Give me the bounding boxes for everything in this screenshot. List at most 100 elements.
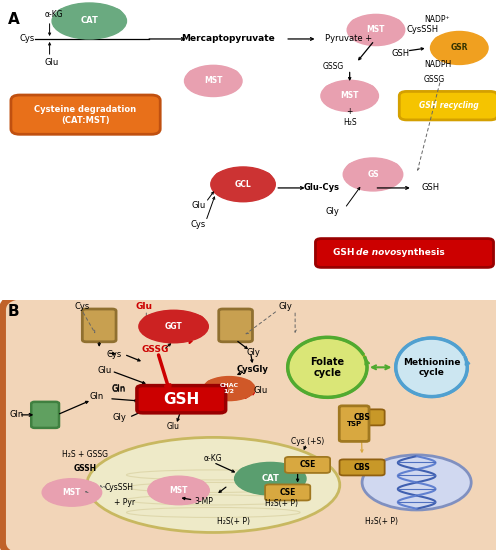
Text: Gln: Gln [112,386,126,394]
Ellipse shape [351,19,369,27]
Ellipse shape [395,338,467,397]
Text: Gln: Gln [10,410,24,419]
Text: +
H₂S: + H₂S [343,107,357,126]
Text: Cys: Cys [20,35,35,43]
FancyBboxPatch shape [31,402,59,428]
Text: CAT: CAT [80,16,98,25]
Text: Methionine
cycle: Methionine cycle [403,358,460,377]
Ellipse shape [42,478,102,506]
Text: Cysteine degradation
(CAT:MST): Cysteine degradation (CAT:MST) [34,105,136,124]
Ellipse shape [431,31,488,64]
Text: Gly: Gly [278,301,292,311]
Text: MST: MST [62,488,81,497]
Ellipse shape [279,467,301,475]
Text: α-KG: α-KG [204,454,223,463]
FancyBboxPatch shape [219,309,252,342]
Ellipse shape [321,80,378,112]
Ellipse shape [182,315,203,323]
Ellipse shape [87,437,340,532]
Ellipse shape [384,34,399,41]
Circle shape [362,455,471,510]
Ellipse shape [98,8,122,18]
Ellipse shape [184,330,202,338]
Ellipse shape [215,172,235,181]
FancyBboxPatch shape [137,386,226,413]
Ellipse shape [235,463,306,495]
Ellipse shape [281,482,300,490]
Text: Cys: Cys [74,301,89,311]
Text: GSSG: GSSG [424,75,445,84]
FancyBboxPatch shape [339,459,385,475]
Ellipse shape [251,172,271,181]
Ellipse shape [237,391,250,397]
Text: H₂S + GSSG: H₂S + GSSG [62,450,108,459]
Ellipse shape [240,467,262,475]
Text: GSH: GSH [422,184,440,192]
Ellipse shape [381,178,397,186]
Text: GGT: GGT [165,322,183,331]
Text: Pyruvate +: Pyruvate + [325,35,372,43]
Ellipse shape [59,25,78,34]
Ellipse shape [79,482,98,490]
Text: Cys: Cys [191,221,206,229]
FancyBboxPatch shape [285,457,330,473]
FancyBboxPatch shape [265,485,310,500]
Text: CysGly: CysGly [237,365,269,375]
Ellipse shape [80,496,96,502]
Text: H₂S(+ P): H₂S(+ P) [217,516,249,526]
Ellipse shape [217,188,234,196]
Ellipse shape [343,158,403,191]
Text: Glu: Glu [191,201,205,210]
Text: CysSSH: CysSSH [104,483,133,492]
Text: CHAC
1/2: CHAC 1/2 [220,383,239,394]
Text: GSH: GSH [163,392,199,407]
Text: NADP⁺: NADP⁺ [424,15,450,24]
FancyBboxPatch shape [82,309,116,342]
Ellipse shape [434,36,452,45]
Text: Glu-Cys: Glu-Cys [304,184,339,192]
FancyBboxPatch shape [339,406,369,442]
Text: TSP: TSP [347,421,362,427]
Ellipse shape [358,100,373,107]
Ellipse shape [145,330,164,338]
Text: Gln: Gln [90,392,104,400]
Ellipse shape [326,100,341,107]
Ellipse shape [466,36,484,45]
Ellipse shape [211,167,275,202]
Text: Glu: Glu [45,58,59,68]
Ellipse shape [188,70,206,78]
Text: Glu: Glu [167,422,180,431]
Text: Gln: Gln [112,384,126,393]
Ellipse shape [222,85,237,92]
Text: α-KG: α-KG [45,10,63,19]
Ellipse shape [357,85,374,93]
Ellipse shape [349,178,365,186]
Ellipse shape [325,85,343,93]
FancyBboxPatch shape [399,91,496,120]
Text: GS: GS [367,170,379,179]
Ellipse shape [190,85,205,92]
Ellipse shape [46,482,64,490]
Ellipse shape [241,482,260,490]
FancyBboxPatch shape [339,409,385,425]
Text: CSE: CSE [279,488,296,497]
Text: MST: MST [367,25,385,35]
Text: CSE: CSE [299,460,316,469]
FancyBboxPatch shape [315,239,494,267]
Text: + Pyr: + Pyr [114,498,135,507]
Ellipse shape [139,310,208,343]
Ellipse shape [347,14,405,46]
Text: Folate
cycle: Folate cycle [310,356,344,378]
Ellipse shape [52,3,126,39]
Text: de novo: de novo [356,249,396,257]
Text: GSSG: GSSG [323,62,344,71]
Ellipse shape [353,34,368,41]
Text: CBS: CBS [354,463,371,472]
Text: Cys: Cys [107,350,122,359]
Ellipse shape [208,391,222,397]
Ellipse shape [152,480,171,487]
Ellipse shape [468,52,483,59]
Text: H₂S(+ P): H₂S(+ P) [366,516,398,526]
Ellipse shape [203,377,255,400]
Text: GSSH: GSSH [73,464,97,473]
